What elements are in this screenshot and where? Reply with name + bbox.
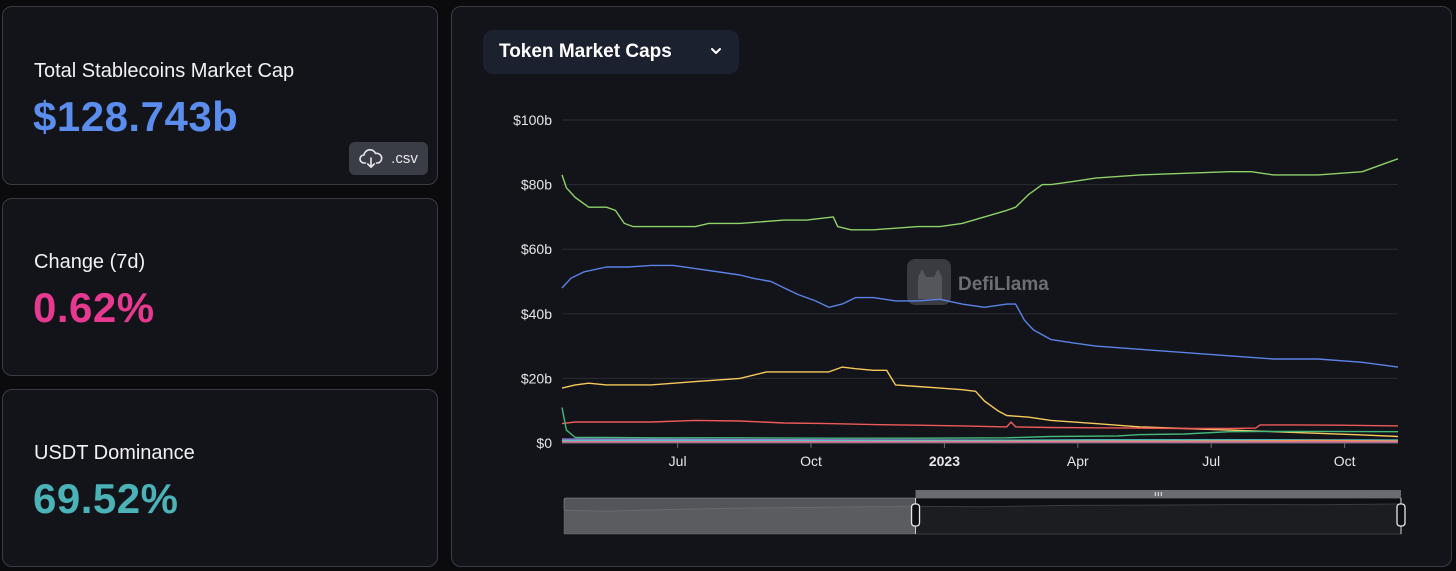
y-tick-label: $0: [536, 435, 552, 451]
change-7d-card: Change (7d) 0.62%: [2, 198, 438, 376]
series-line-4: [561, 407, 1399, 439]
csv-button-label: .csv: [391, 150, 418, 167]
range-brush[interactable]: [563, 490, 1406, 535]
brush-handle-right[interactable]: [1396, 503, 1406, 527]
y-tick-label: $40b: [521, 306, 552, 322]
total-market-cap-label: Total Stablecoins Market Cap: [34, 60, 295, 82]
y-axis: $0 $20b $40b $60b $80b $100b: [513, 112, 552, 451]
chart-card: Token Market Caps DefiLlama $0 $20b $40b $6…: [451, 6, 1452, 567]
chart-type-dropdown[interactable]: Token Market Caps: [483, 30, 739, 74]
y-tick-label: $80b: [521, 177, 552, 193]
x-tick-label: Jul: [1202, 453, 1220, 469]
x-tick-label: Apr: [1067, 453, 1089, 469]
defillama-watermark: DefiLlama: [907, 259, 1049, 305]
series-line-2: [561, 366, 1399, 438]
brush-handle-left[interactable]: [910, 503, 921, 527]
change-7d-label: Change (7d): [34, 251, 146, 273]
token-market-caps-chart[interactable]: DefiLlama $0 $20b $40b $60b $80b $100b Jul Oct…: [452, 7, 1453, 568]
chart-series: [561, 158, 1399, 443]
x-tick-label: Oct: [1334, 453, 1356, 469]
series-line-3: [561, 419, 1399, 430]
total-market-cap-card: Total Stablecoins Market Cap $128.743b .…: [2, 6, 438, 185]
y-tick-label: $20b: [521, 370, 552, 386]
x-tick-label: Jul: [669, 453, 687, 469]
x-tick-label: Oct: [800, 453, 822, 469]
x-tick-label: 2023: [929, 453, 960, 469]
change-7d-value: 0.62%: [33, 284, 155, 331]
usdt-dominance-card: USDT Dominance 69.52%: [2, 389, 438, 567]
series-line-1: [561, 264, 1399, 368]
usdt-dominance-value: 69.52%: [33, 475, 179, 522]
download-csv-button[interactable]: .csv: [349, 142, 428, 175]
series-line-0: [561, 158, 1399, 231]
total-market-cap-value: $128.743b: [33, 93, 239, 140]
series-line-6: [562, 439, 1399, 442]
x-axis: Jul Oct 2023 Apr Jul Oct: [562, 442, 1398, 469]
y-tick-label: $60b: [521, 241, 552, 257]
y-tick-label: $100b: [513, 112, 552, 128]
brush-unselected-left: [564, 498, 916, 534]
chart-type-dropdown-label: Token Market Caps: [499, 41, 672, 62]
chevron-down-icon: [711, 48, 721, 54]
cloud-download-icon: [359, 148, 383, 168]
watermark-text: DefiLlama: [958, 274, 1049, 295]
usdt-dominance-label: USDT Dominance: [34, 442, 195, 464]
